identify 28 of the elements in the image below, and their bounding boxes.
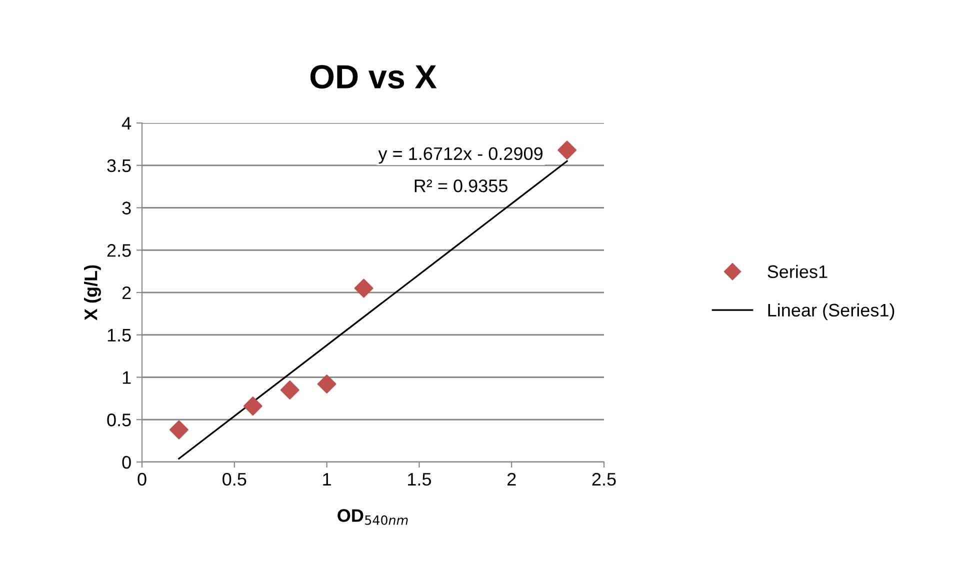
x-tick-label: 1	[323, 473, 331, 486]
y-tick-label: 2.5	[107, 244, 131, 257]
y-tick-label: 4	[122, 117, 132, 130]
y-tick-label: 1	[122, 371, 131, 384]
x-tick-label: 0	[138, 472, 146, 486]
annotation: R² = 0.9355	[414, 179, 508, 192]
x-tick-label: 2.5	[592, 472, 616, 486]
point	[280, 380, 300, 400]
y-tick-label: 3.5	[107, 159, 131, 172]
point	[317, 374, 336, 394]
legend-label: Series1	[768, 264, 828, 278]
annotation: y = 1.6712x - 0.2909	[378, 147, 542, 164]
y-axis-title: X (g/L)	[84, 265, 101, 320]
x-tick-label: 2	[507, 472, 516, 486]
y-tick-label: 3	[122, 202, 131, 214]
x-tick-label: 1.5	[408, 473, 431, 486]
point	[558, 140, 577, 160]
point	[243, 396, 262, 416]
y-tick-label: 1.5	[108, 328, 131, 342]
chart-title: OD vs X	[310, 65, 437, 89]
y-tick-label: 2	[122, 286, 131, 300]
y-tick-label: 0	[122, 456, 131, 469]
x-tick-label: 0.5	[222, 472, 246, 486]
point	[169, 420, 188, 440]
x-axis-title: OD$_{540nm}$	[338, 509, 408, 525]
y-tick-label: 0.5	[107, 414, 131, 426]
point	[354, 278, 374, 298]
legend-label: Linear (Series1)	[768, 303, 894, 320]
